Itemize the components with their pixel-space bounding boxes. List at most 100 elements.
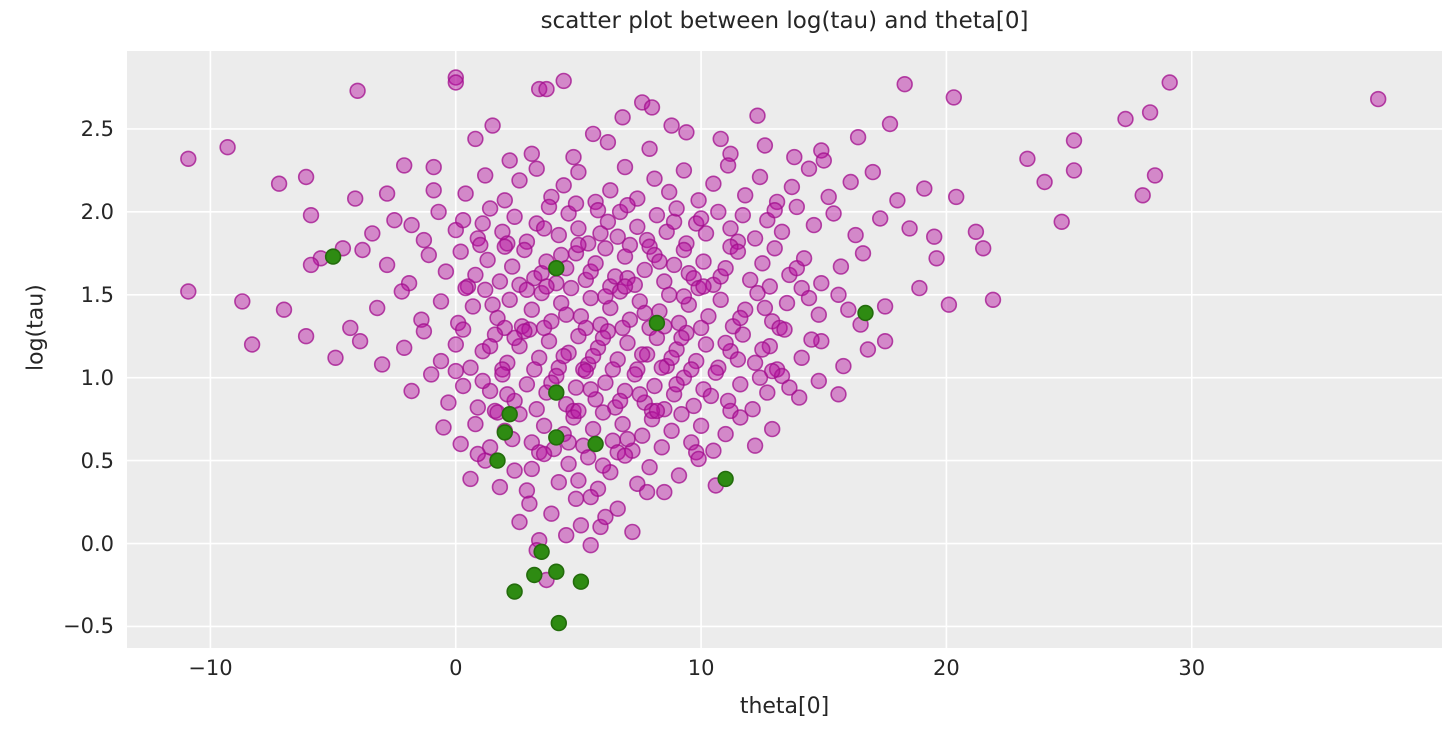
data-point-samples[interactable] <box>619 197 636 214</box>
data-point-samples[interactable] <box>717 334 734 352</box>
data-point-samples[interactable] <box>803 331 820 348</box>
data-point-samples[interactable] <box>805 216 823 234</box>
data-point-samples[interactable] <box>474 215 491 232</box>
data-point-samples[interactable] <box>584 125 602 143</box>
data-point-samples[interactable] <box>871 210 889 227</box>
data-point-samples[interactable] <box>746 230 764 247</box>
data-point-samples[interactable] <box>543 505 560 522</box>
data-point-samples[interactable] <box>580 449 597 466</box>
data-point-divergent[interactable] <box>550 614 567 632</box>
data-point-samples[interactable] <box>840 301 857 318</box>
data-point-samples[interactable] <box>219 138 236 156</box>
data-point-samples[interactable] <box>967 223 985 241</box>
data-point-samples[interactable] <box>425 158 442 176</box>
data-point-samples[interactable] <box>518 482 536 499</box>
data-point-samples[interactable] <box>452 435 469 453</box>
data-point-samples[interactable] <box>342 319 359 337</box>
data-point-samples[interactable] <box>695 278 712 295</box>
data-point-samples[interactable] <box>641 459 658 476</box>
data-point-divergent[interactable] <box>526 566 543 584</box>
data-point-samples[interactable] <box>881 115 899 133</box>
data-point-samples[interactable] <box>984 291 1002 309</box>
data-point-samples[interactable] <box>611 392 629 410</box>
data-point-samples[interactable] <box>378 256 396 274</box>
data-point-samples[interactable] <box>369 299 386 317</box>
data-point-samples[interactable] <box>683 434 700 451</box>
data-point-samples[interactable] <box>643 411 661 428</box>
data-point-samples[interactable] <box>749 107 766 124</box>
data-point-samples[interactable] <box>594 404 612 421</box>
data-point-samples[interactable] <box>783 178 801 196</box>
data-point-samples[interactable] <box>778 294 796 312</box>
data-point-samples[interactable] <box>599 133 617 151</box>
data-point-samples[interactable] <box>297 168 315 186</box>
data-point-samples[interactable] <box>754 255 771 272</box>
data-point-samples[interactable] <box>678 124 695 141</box>
data-point-samples[interactable] <box>565 148 582 166</box>
data-point-samples[interactable] <box>974 240 992 257</box>
data-point-samples[interactable] <box>496 238 513 255</box>
data-point-samples[interactable] <box>535 445 553 463</box>
data-point-samples[interactable] <box>535 220 553 237</box>
data-point-divergent[interactable] <box>548 563 565 580</box>
data-point-samples[interactable] <box>719 392 737 410</box>
data-point-samples[interactable] <box>692 210 710 227</box>
data-point-samples[interactable] <box>570 220 587 237</box>
data-point-samples[interactable] <box>521 495 538 512</box>
data-point-samples[interactable] <box>447 69 464 86</box>
data-point-samples[interactable] <box>454 321 472 338</box>
data-point-samples[interactable] <box>776 321 793 338</box>
data-point-samples[interactable] <box>687 352 705 370</box>
data-point-samples[interactable] <box>447 336 464 353</box>
data-point-samples[interactable] <box>518 281 536 299</box>
data-point-samples[interactable] <box>1053 213 1070 231</box>
data-point-samples[interactable] <box>516 241 533 259</box>
data-point-samples[interactable] <box>695 253 712 270</box>
data-point-samples[interactable] <box>373 356 391 373</box>
data-point-samples[interactable] <box>570 472 587 489</box>
data-point-samples[interactable] <box>477 281 494 299</box>
data-point-samples[interactable] <box>692 417 710 434</box>
data-point-samples[interactable] <box>567 379 585 396</box>
data-point-samples[interactable] <box>506 329 523 347</box>
data-point-samples[interactable] <box>643 402 661 420</box>
data-point-samples[interactable] <box>499 386 516 403</box>
data-point-samples[interactable] <box>832 258 850 275</box>
data-point-divergent[interactable] <box>548 384 565 401</box>
data-point-samples[interactable] <box>646 170 663 187</box>
data-point-samples[interactable] <box>653 439 670 456</box>
data-point-samples[interactable] <box>584 347 602 365</box>
data-point-samples[interactable] <box>597 288 614 305</box>
data-point-samples[interactable] <box>864 163 881 181</box>
data-point-samples[interactable] <box>396 157 413 174</box>
data-point-samples[interactable] <box>570 163 587 181</box>
data-point-samples[interactable] <box>1134 187 1151 204</box>
data-point-divergent[interactable] <box>717 470 734 488</box>
data-point-samples[interactable] <box>889 192 906 209</box>
data-point-samples[interactable] <box>523 145 540 163</box>
data-point-samples[interactable] <box>712 268 729 285</box>
data-point-samples[interactable] <box>609 228 626 245</box>
data-point-divergent[interactable] <box>533 543 550 560</box>
data-point-samples[interactable] <box>403 216 420 234</box>
data-point-samples[interactable] <box>813 275 830 292</box>
data-point-samples[interactable] <box>602 182 619 199</box>
data-point-samples[interactable] <box>619 430 636 448</box>
data-point-samples[interactable] <box>795 250 813 267</box>
data-point-samples[interactable] <box>734 207 751 224</box>
data-point-divergent[interactable] <box>501 406 518 423</box>
data-point-samples[interactable] <box>842 173 859 191</box>
data-point-samples[interactable] <box>597 240 614 257</box>
data-point-samples[interactable] <box>810 372 827 390</box>
data-point-samples[interactable] <box>570 328 587 345</box>
data-point-samples[interactable] <box>712 130 729 148</box>
data-point-samples[interactable] <box>616 158 634 176</box>
data-point-samples[interactable] <box>351 333 369 350</box>
data-point-samples[interactable] <box>707 364 724 381</box>
data-point-samples[interactable] <box>454 377 472 395</box>
data-point-samples[interactable] <box>180 283 197 300</box>
data-point-samples[interactable] <box>702 387 720 405</box>
data-point-samples[interactable] <box>670 467 688 484</box>
data-point-samples[interactable] <box>751 168 769 186</box>
data-point-samples[interactable] <box>364 225 381 242</box>
